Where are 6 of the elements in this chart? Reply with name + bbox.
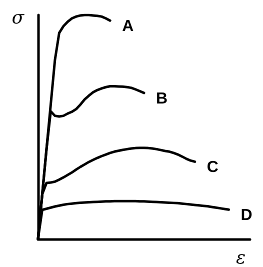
series-label: A bbox=[122, 18, 134, 36]
series-label: D bbox=[240, 207, 252, 224]
y-axis-title: σ bbox=[12, 8, 25, 28]
series-label: C bbox=[206, 159, 219, 176]
series-label: B bbox=[156, 90, 168, 108]
x-axis-title: ε bbox=[236, 248, 246, 267]
